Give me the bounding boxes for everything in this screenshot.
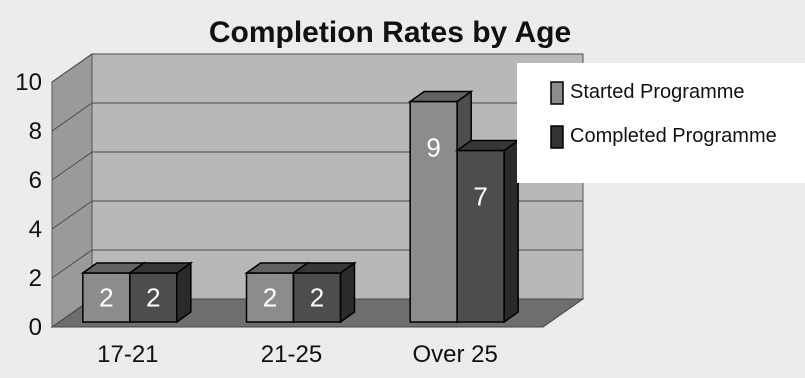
bar-front <box>409 100 458 323</box>
gridline-side <box>51 151 93 181</box>
legend-swatch-completed <box>550 125 564 149</box>
legend-box <box>517 63 805 183</box>
y-tick-label: 8 <box>29 118 42 145</box>
bar-front <box>456 149 505 323</box>
y-tick-label: 10 <box>15 69 42 96</box>
legend-label-started: Started Programme <box>570 81 745 103</box>
bar-top <box>291 262 357 274</box>
gridline-side <box>51 53 93 83</box>
bar-side <box>503 139 519 324</box>
data-label: 2 <box>310 283 324 313</box>
legend-label-completed: Completed Programme <box>570 125 777 147</box>
legend: Started Programme Completed Programme <box>517 63 805 183</box>
legend-swatch-started <box>550 81 564 105</box>
data-label: 2 <box>99 283 113 313</box>
y-tick-label: 4 <box>29 216 42 243</box>
y-tick-label: 6 <box>29 167 42 194</box>
plot-area: 0 2 4 6 8 10 2 2 17-21 2 2 21-25 9 7 Over 25 <box>15 53 585 368</box>
data-label: 9 <box>426 133 440 163</box>
gridline-side <box>51 102 93 132</box>
bar-top <box>407 90 474 103</box>
bar-top <box>127 262 194 274</box>
data-label: 2 <box>146 283 160 313</box>
x-tick-label: Over 25 <box>412 341 497 368</box>
x-tick-label: 17-21 <box>97 341 158 368</box>
y-tick-label: 2 <box>29 265 42 292</box>
data-label: 2 <box>263 283 277 313</box>
y-tick-label: 0 <box>29 314 42 341</box>
bar-front <box>82 272 131 323</box>
data-label: 7 <box>473 182 487 212</box>
x-tick-label: 21-25 <box>261 341 322 368</box>
bar-front <box>292 272 342 323</box>
gridline-side <box>51 249 93 279</box>
chart-title: Completion Rates by Age <box>209 16 571 49</box>
gridline-side <box>51 200 93 230</box>
